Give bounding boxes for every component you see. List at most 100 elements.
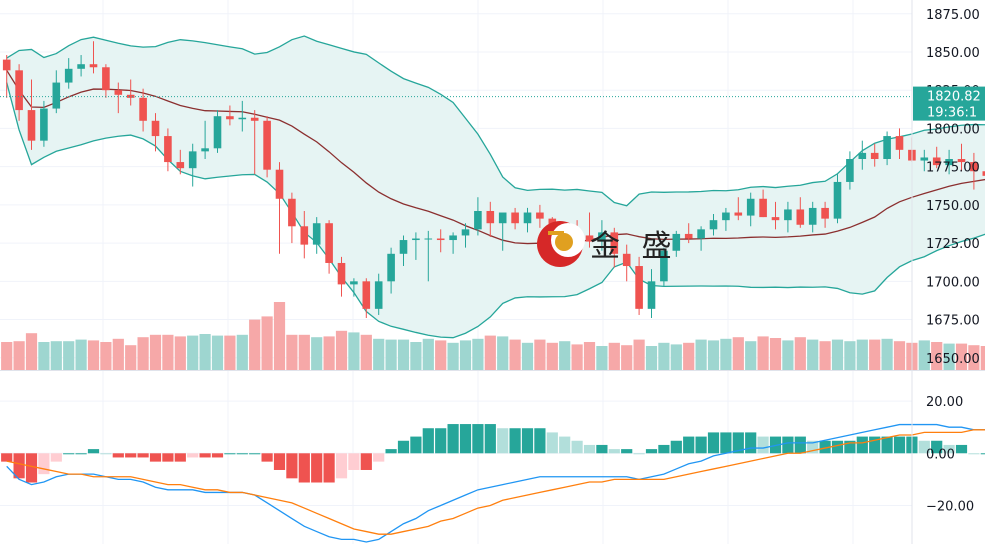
volume-bar: [807, 339, 819, 370]
volume-bar: [918, 340, 930, 370]
volume-bar: [819, 341, 831, 370]
macd-histogram-bar: [807, 440, 819, 454]
last-price-label: 1820.82: [927, 90, 981, 105]
signal-line: [6, 429, 985, 535]
volume-bar: [856, 339, 868, 370]
candle: [957, 143, 966, 172]
candle: [523, 207, 532, 233]
volume-bar: [13, 341, 25, 370]
price-tick-label: 1775.00: [926, 161, 980, 176]
candle: [449, 232, 457, 254]
watermark-text: 金 盛: [590, 229, 678, 264]
macd-histogram-bar: [249, 453, 261, 455]
volume-bar: [583, 342, 596, 370]
macd-histogram-bar: [435, 428, 447, 454]
macd-histogram-bar: [782, 436, 794, 454]
candle: [883, 131, 891, 166]
price-tick-label: 1650.00: [926, 352, 980, 367]
macd-histogram-bar: [509, 428, 521, 454]
candle: [870, 143, 879, 167]
volume-bar: [125, 345, 137, 370]
macd-histogram-bar: [224, 453, 236, 455]
volume-bar: [980, 346, 985, 370]
watermark: 金 盛: [537, 221, 678, 267]
macd-histogram-bar: [38, 453, 50, 475]
macd-histogram-bar: [162, 453, 174, 462]
volume-bar: [534, 339, 546, 370]
macd-histogram-bar: [273, 453, 286, 470]
volume-bar: [732, 337, 744, 370]
volume-histogram: [1, 302, 985, 370]
macd-histogram-bar: [348, 453, 360, 470]
macd-histogram-bar: [683, 436, 695, 454]
macd-histogram-bar: [869, 436, 881, 454]
volume-bar: [720, 338, 732, 370]
macd-histogram-bar: [732, 432, 744, 454]
macd-histogram-bar: [521, 428, 534, 454]
candle: [635, 256, 643, 315]
macd-histogram-bar: [211, 453, 224, 458]
macd-histogram-bar: [25, 453, 38, 483]
candle: [585, 212, 594, 248]
band-fill: [6, 36, 985, 338]
volume-bar: [571, 344, 583, 370]
macd-histogram-bar: [187, 453, 199, 458]
volume-bar: [187, 335, 199, 370]
candle: [374, 273, 383, 315]
macd-histogram-bar: [497, 428, 509, 454]
volume-bar: [38, 342, 50, 370]
volume-bar: [459, 340, 472, 370]
macd-indicator: [1, 423, 985, 543]
macd-histogram-bar: [484, 424, 496, 454]
macd-histogram-bar: [385, 449, 397, 454]
candle: [436, 229, 445, 253]
macd-histogram-bar: [596, 444, 608, 454]
candle: [312, 217, 321, 254]
candle: [808, 201, 817, 233]
candle: [672, 230, 681, 257]
candle: [895, 128, 904, 160]
candle: [833, 174, 842, 224]
price-tick-label: 1850.00: [926, 46, 980, 61]
candle: [734, 197, 743, 221]
candle: [610, 227, 619, 268]
volume-bar: [633, 339, 645, 370]
macd-histogram-bar: [707, 432, 720, 454]
volume-bar: [373, 338, 385, 370]
candle: [151, 113, 160, 152]
macd-histogram-bar: [633, 453, 645, 455]
candle: [325, 220, 333, 274]
macd-histogram-bar: [583, 444, 596, 454]
macd-tick-label: 0.00: [926, 447, 955, 462]
candle: [40, 100, 48, 147]
volume-bar: [112, 338, 124, 370]
candle: [982, 171, 985, 176]
candle: [970, 152, 978, 190]
macd-histogram-bar: [980, 453, 985, 455]
macd-histogram-bar: [856, 436, 868, 454]
candle: [188, 143, 197, 187]
price-tick-label: 1700.00: [926, 275, 980, 290]
volume-bar: [397, 339, 410, 370]
macd-histogram-bar: [410, 436, 422, 454]
volume-bar: [162, 334, 174, 370]
volume-bar: [621, 345, 633, 370]
last-price-tag: 1820.82 19:36:1: [913, 86, 985, 121]
volume-bar: [707, 340, 720, 370]
macd-histogram-bar: [472, 424, 484, 454]
volume-bar: [50, 341, 62, 370]
volume-bar: [645, 346, 658, 370]
volume-bar: [745, 341, 757, 370]
candle: [64, 58, 73, 89]
candle: [126, 79, 135, 106]
macd-histogram-bar: [534, 428, 546, 454]
volume-bar: [596, 346, 608, 370]
volume-bar: [695, 339, 707, 370]
candle: [201, 120, 209, 160]
macd-histogram-bar: [571, 440, 583, 454]
macd-axis[interactable]: 20.00 0.00 −20.00: [926, 395, 974, 514]
volume-bar: [658, 342, 670, 370]
volume-bar: [224, 335, 236, 370]
